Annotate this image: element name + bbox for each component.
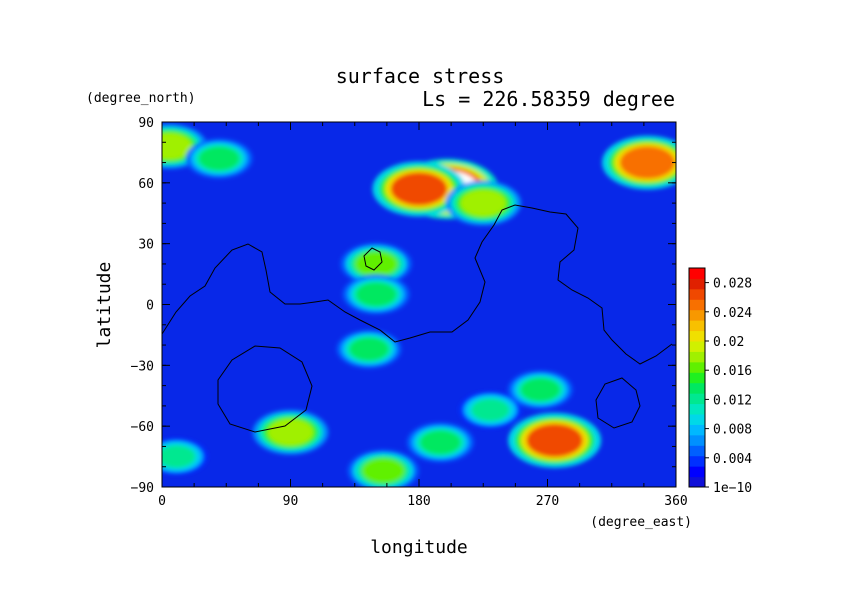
colorbar-swatch [689, 361, 705, 373]
x-units-label: (degree_east) [590, 515, 692, 530]
colorbar-swatch [689, 288, 705, 300]
colorbar-swatch [689, 278, 705, 290]
colorbar-swatch [689, 414, 705, 425]
y-tick-label: −60 [131, 420, 154, 435]
colorbar-swatch [689, 268, 705, 279]
colorbar-swatch [689, 341, 705, 352]
heatmap-field [162, 122, 676, 487]
x-tick-label: 180 [407, 494, 430, 509]
heat-feature-9-ring-3 [267, 418, 314, 446]
colorbar-swatch [689, 455, 705, 467]
colorbar-tick-label: 0.016 [713, 364, 752, 379]
colorbar-swatch [689, 393, 705, 405]
x-tick-label: 360 [664, 494, 687, 509]
heat-feature-2-ring-3 [619, 146, 675, 179]
colorbar-tick-label: 1e−10 [713, 481, 752, 496]
contour-small-north [363, 247, 383, 271]
colorbar-tick-label: 0.024 [713, 306, 752, 321]
x-tick-label: 0 [158, 494, 166, 509]
y-axis-label: latitude [94, 262, 115, 349]
chart-subtitle: Ls = 226.58359 degree [422, 87, 675, 111]
colorbar-tick-label: 0.004 [713, 452, 752, 467]
colorbar: 1e−10 0.004 0.008 0.012 0.016 0.02 0.024 0.028 [688, 267, 752, 496]
heat-feature-1-ring-3 [390, 172, 448, 206]
colorbar-swatch [689, 403, 705, 415]
coastline-contours [162, 204, 673, 433]
colorbar-swatch [689, 476, 705, 488]
heat-feature-7-ring-3 [349, 337, 389, 361]
heat-feature-4-ring-3 [361, 458, 405, 484]
y-tick-label: 0 [146, 299, 154, 314]
colorbar-swatch [689, 445, 705, 457]
colorbar-swatch [689, 330, 705, 342]
colorbar-tick-label: 0.012 [713, 393, 752, 408]
chart-title: surface stress [336, 64, 505, 88]
colorbar-swatch [689, 309, 705, 321]
y-tick-label: 90 [138, 116, 154, 131]
x-tick-label: 270 [536, 494, 559, 509]
heat-feature-12-ring-3 [162, 445, 196, 468]
colorbar-swatch [689, 424, 705, 436]
y-tick-label: 60 [138, 177, 154, 192]
heat-feature-8-ring-3 [460, 189, 507, 217]
heat-feature-11-ring-3 [471, 398, 510, 422]
y-tick-label: −90 [131, 481, 154, 496]
heat-feature-14-ring-3 [198, 146, 240, 171]
contour-main [162, 204, 673, 365]
colorbar-swatch [689, 466, 705, 478]
y-tick-label: 30 [138, 238, 154, 253]
colorbar-tick-label: 0.028 [713, 277, 752, 292]
y-units-label: (degree_north) [86, 91, 196, 106]
colorbar-swatch [689, 351, 705, 363]
colorbar-swatch [689, 372, 705, 384]
heat-feature-13-ring-3 [162, 132, 193, 160]
colorbar-swatch [689, 299, 705, 311]
heat-feature-5-ring-3 [354, 251, 398, 277]
colorbar-swatch [689, 382, 705, 394]
axis-ticks [161, 121, 677, 488]
contour-southwest [217, 345, 313, 433]
heat-feature-3-ring-3 [526, 423, 583, 458]
heat-feature-6-ring-3 [355, 282, 397, 307]
contour-southeast [595, 377, 641, 429]
x-axis-label: longitude [370, 537, 468, 558]
colorbar-frame [688, 267, 706, 488]
y-tick-label: −30 [131, 359, 154, 374]
x-tick-label: 90 [283, 494, 299, 509]
heat-feature-10-ring-3 [420, 430, 461, 455]
colorbar-swatch [689, 434, 705, 446]
heat-feature-15-ring-3 [520, 378, 560, 402]
colorbar-swatch [689, 320, 705, 332]
colorbar-tick-label: 0.02 [713, 335, 744, 350]
colorbar-tick-label: 0.008 [713, 423, 752, 438]
